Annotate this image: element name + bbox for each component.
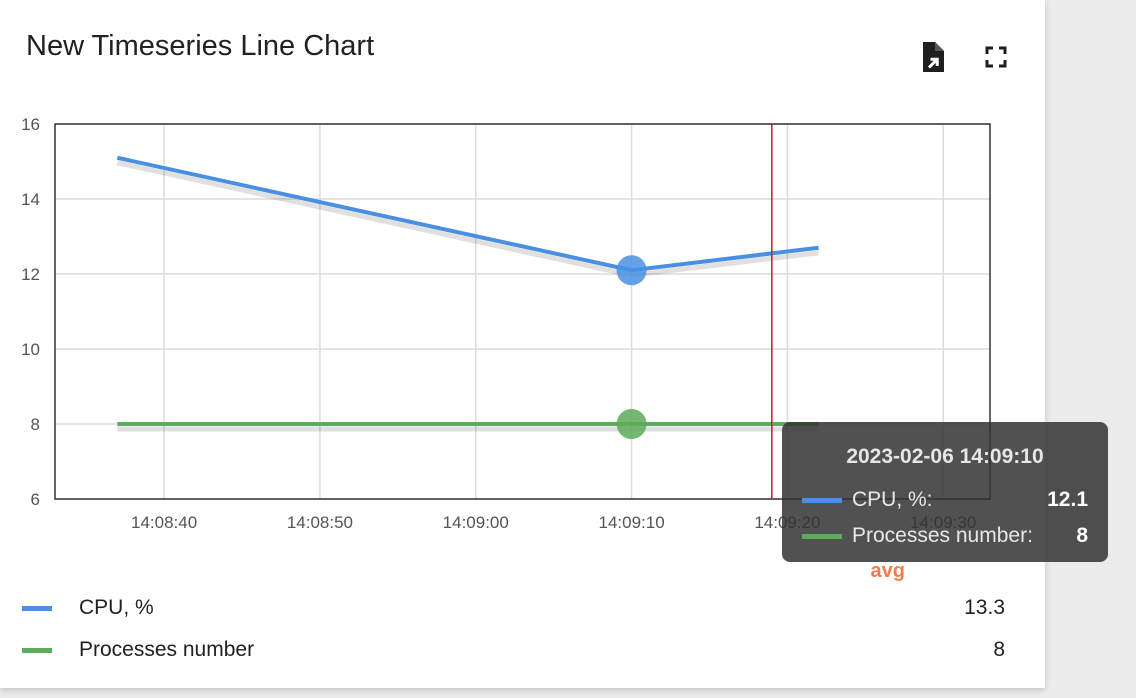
export-icon	[923, 42, 944, 72]
x-tick-label: 14:09:00	[443, 513, 509, 532]
tooltip-label: Processes number:	[852, 524, 1033, 547]
tooltip-value: 12.1	[1047, 488, 1088, 511]
tooltip-swatch-cpu	[802, 498, 842, 503]
y-tick-label: 6	[31, 490, 40, 509]
fullscreen-button[interactable]	[978, 38, 1014, 76]
tooltip-title: 2023-02-06 14:09:10	[846, 445, 1044, 468]
legend-item-cpu[interactable]: CPU, % 13.3	[22, 594, 1005, 624]
tooltip-row-cpu: CPU, %: 12.1	[802, 487, 1088, 515]
plot-border	[54, 123, 991, 500]
legend-swatch-cpu	[22, 606, 52, 611]
timeseries-widget: New Timeseries Line Chart 6 8 10 12 14 16 14:0…	[0, 0, 1045, 688]
y-tick-label: 10	[21, 340, 40, 359]
tooltip-label: CPU, %:	[852, 488, 933, 511]
y-tick-label: 14	[21, 190, 40, 209]
export-button[interactable]	[914, 38, 950, 76]
x-tick-label: 14:08:50	[287, 513, 353, 532]
x-tick-label: 14:08:40	[131, 513, 197, 532]
legend-swatch-processes	[22, 648, 52, 653]
chart-tooltip: 2023-02-06 14:09:10 CPU, %: 12.1 Process…	[782, 422, 1108, 562]
y-tick-label: 8	[31, 415, 40, 434]
tooltip-row-processes: Processes number: 8	[802, 523, 1088, 551]
legend-avg-value: 13.3	[964, 596, 1005, 619]
legend-label: CPU, %	[79, 596, 154, 619]
tooltip-swatch-processes	[802, 534, 842, 539]
legend-label: Processes number	[79, 638, 255, 661]
hover-point-processes	[616, 409, 647, 439]
x-tick-label: 14:09:10	[598, 513, 664, 532]
tooltip-value: 8	[1076, 524, 1088, 547]
y-tick-label: 12	[21, 265, 40, 284]
y-tick-label: 16	[21, 115, 40, 134]
fullscreen-icon	[985, 46, 1007, 68]
hover-point-cpu	[616, 255, 647, 286]
legend-avg-header: avg	[870, 560, 905, 582]
legend-avg-value: 8	[993, 638, 1005, 661]
legend-item-processes[interactable]: Processes number 8	[22, 636, 1005, 666]
widget-title: New Timeseries Line Chart	[26, 30, 375, 62]
